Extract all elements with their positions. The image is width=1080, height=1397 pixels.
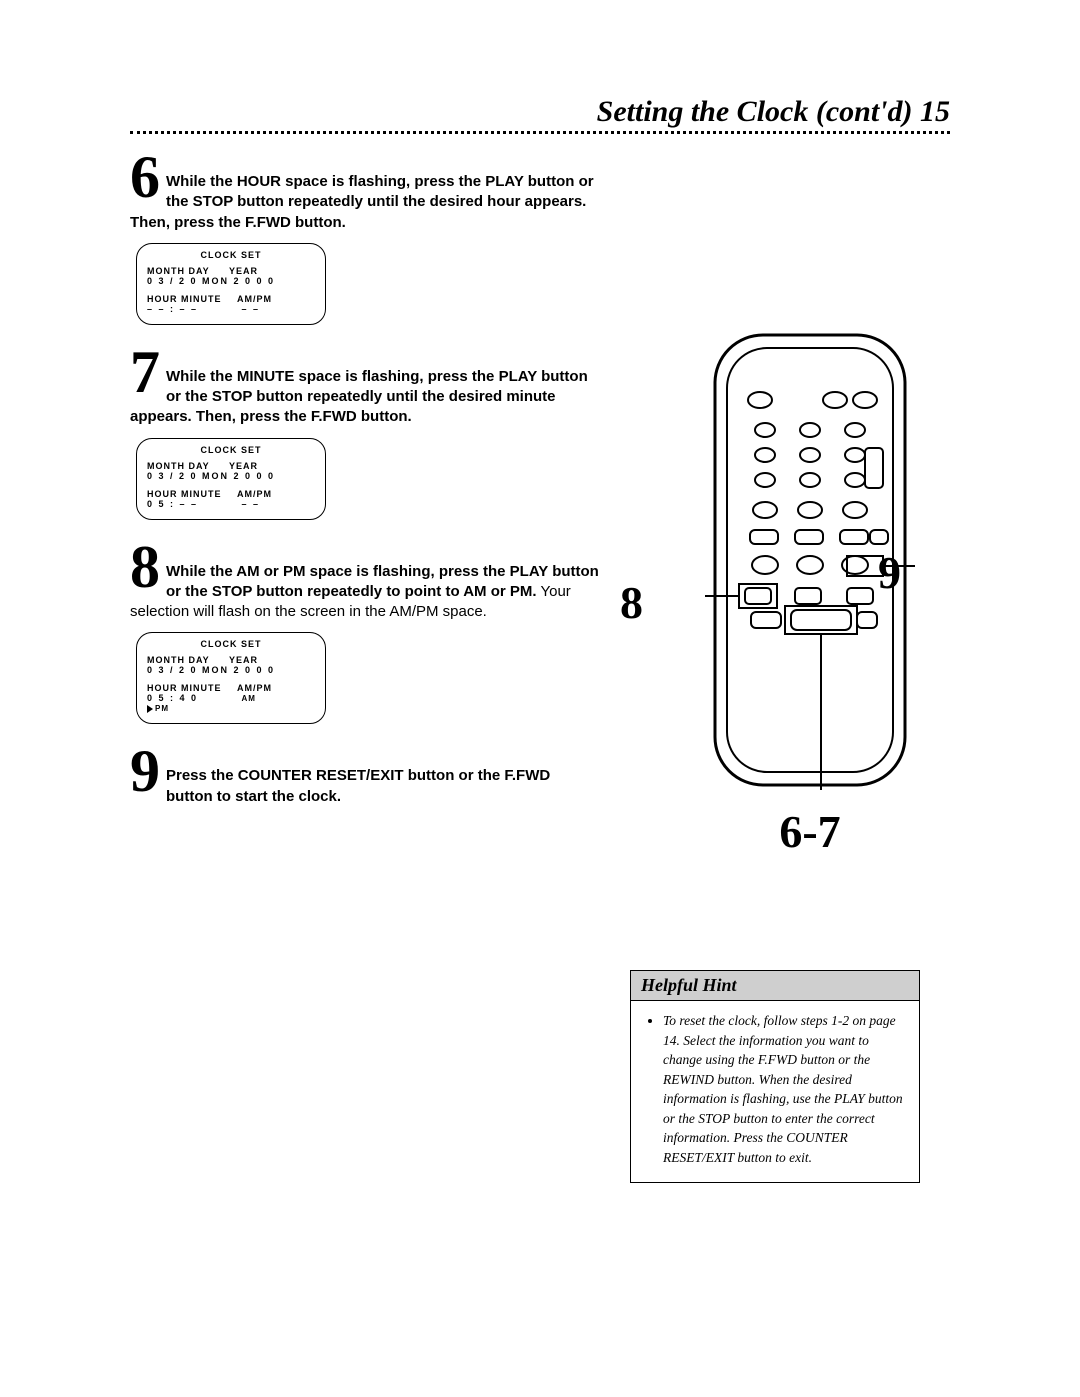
step-8: 8 While the AM or PM space is flashing, … — [130, 540, 600, 725]
clock-screen-8: CLOCK SET MONTH DAY YEAR 0 3 / 2 0 MON 2… — [136, 632, 326, 724]
helpful-hint-body: To reset the clock, follow steps 1-2 on … — [631, 1001, 919, 1182]
step-9: 9 Press the COUNTER RESET/EXIT button or… — [130, 744, 600, 807]
page-title: Setting the Clock (cont'd) — [597, 95, 913, 128]
step-9-text: Press the COUNTER RESET/EXIT button or t… — [166, 767, 550, 804]
date-line: 0 3 / 2 0 MON 2 0 0 0 — [147, 276, 315, 286]
step-9-number: 9 — [130, 750, 160, 792]
page-header: Setting the Clock (cont'd) 15 — [130, 95, 950, 129]
time-line: – – : – – – – — [147, 304, 315, 314]
helpful-hint-title: Helpful Hint — [631, 971, 919, 1001]
step-6: 6 While the HOUR space is flashing, pres… — [130, 150, 600, 325]
step-8-text-bold: While the AM or PM space is flashing, pr… — [166, 563, 599, 600]
label-year: YEAR — [229, 266, 258, 276]
step-7-text: While the MINUTE space is flashing, pres… — [130, 368, 588, 426]
page-number: 15 — [920, 95, 950, 128]
label-ampm: AM/PM — [237, 294, 272, 304]
remote-callout-9: 9 — [878, 546, 901, 599]
remote-callout-6-7: 6-7 — [660, 805, 960, 858]
label-monthday: MONTH DAY — [147, 266, 229, 276]
label-hourminute: HOUR MINUTE — [147, 294, 237, 304]
dotted-separator — [130, 131, 950, 134]
clock-screen-6: CLOCK SET MONTH DAY YEAR 0 3 / 2 0 MON 2… — [136, 243, 326, 325]
right-column: 8 9 6-7 Helpful Hint To reset the clock,… — [630, 150, 950, 827]
step-6-text: While the HOUR space is flashing, press … — [130, 173, 594, 231]
clock-screen-7: CLOCK SET MONTH DAY YEAR 0 3 / 2 0 MON 2… — [136, 438, 326, 520]
helpful-hint-box: Helpful Hint To reset the clock, follow … — [630, 970, 920, 1183]
select-arrow-icon — [147, 705, 153, 713]
remote-callout-8: 8 — [620, 576, 643, 629]
remote-illustration: 8 9 6-7 — [660, 330, 960, 858]
step-7: 7 While the MINUTE space is flashing, pr… — [130, 345, 600, 520]
steps-column: 6 While the HOUR space is flashing, pres… — [130, 150, 600, 827]
step-7-number: 7 — [130, 351, 160, 393]
step-8-number: 8 — [130, 546, 160, 588]
step-6-number: 6 — [130, 156, 160, 198]
screen-title: CLOCK SET — [147, 250, 315, 260]
